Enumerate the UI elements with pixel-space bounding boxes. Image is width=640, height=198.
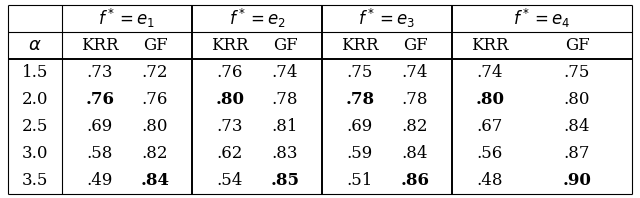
- Text: .73: .73: [217, 118, 243, 135]
- Text: .51: .51: [347, 172, 373, 189]
- Text: .58: .58: [87, 145, 113, 162]
- Text: 2.0: 2.0: [22, 91, 48, 108]
- Text: .78: .78: [272, 91, 298, 108]
- Text: GF: GF: [143, 37, 168, 54]
- Text: $f^* = e_2$: $f^* = e_2$: [228, 7, 285, 30]
- Text: $f^* = e_3$: $f^* = e_3$: [358, 7, 415, 30]
- Text: .80: .80: [564, 91, 590, 108]
- Text: .78: .78: [346, 91, 374, 108]
- Text: .90: .90: [563, 172, 591, 189]
- Text: .86: .86: [401, 172, 429, 189]
- Text: .48: .48: [477, 172, 503, 189]
- Text: .74: .74: [477, 64, 503, 81]
- Text: .73: .73: [87, 64, 113, 81]
- Text: .81: .81: [272, 118, 298, 135]
- Text: .69: .69: [347, 118, 373, 135]
- Text: GF: GF: [273, 37, 298, 54]
- Text: 1.5: 1.5: [22, 64, 48, 81]
- Text: .74: .74: [402, 64, 428, 81]
- Text: KRR: KRR: [211, 37, 249, 54]
- Text: .78: .78: [402, 91, 428, 108]
- Text: .85: .85: [271, 172, 300, 189]
- Text: .56: .56: [477, 145, 503, 162]
- Text: $f^* = e_4$: $f^* = e_4$: [513, 7, 571, 30]
- Text: .62: .62: [217, 145, 243, 162]
- Text: .54: .54: [217, 172, 243, 189]
- Text: .75: .75: [564, 64, 590, 81]
- Text: .82: .82: [141, 145, 168, 162]
- Text: .74: .74: [272, 64, 298, 81]
- Text: .80: .80: [216, 91, 244, 108]
- Text: .80: .80: [141, 118, 168, 135]
- Text: .84: .84: [141, 172, 170, 189]
- Text: GF: GF: [403, 37, 428, 54]
- Text: KRR: KRR: [341, 37, 379, 54]
- Text: .76: .76: [86, 91, 115, 108]
- Text: .76: .76: [142, 91, 168, 108]
- Text: 3.5: 3.5: [22, 172, 48, 189]
- Text: .67: .67: [477, 118, 503, 135]
- Text: .76: .76: [217, 64, 243, 81]
- Text: GF: GF: [564, 37, 589, 54]
- Text: 3.0: 3.0: [22, 145, 48, 162]
- Text: .80: .80: [476, 91, 504, 108]
- Text: .83: .83: [272, 145, 298, 162]
- Text: KRR: KRR: [81, 37, 119, 54]
- Text: $f^* = e_1$: $f^* = e_1$: [99, 7, 156, 30]
- Text: .69: .69: [87, 118, 113, 135]
- Text: .87: .87: [564, 145, 590, 162]
- Text: .84: .84: [402, 145, 428, 162]
- Text: .59: .59: [347, 145, 373, 162]
- Text: $\alpha$: $\alpha$: [28, 36, 42, 54]
- Text: .84: .84: [564, 118, 590, 135]
- Text: .72: .72: [141, 64, 168, 81]
- Text: .82: .82: [402, 118, 428, 135]
- Text: KRR: KRR: [471, 37, 509, 54]
- Text: .75: .75: [347, 64, 373, 81]
- Text: .49: .49: [87, 172, 113, 189]
- Text: 2.5: 2.5: [22, 118, 48, 135]
